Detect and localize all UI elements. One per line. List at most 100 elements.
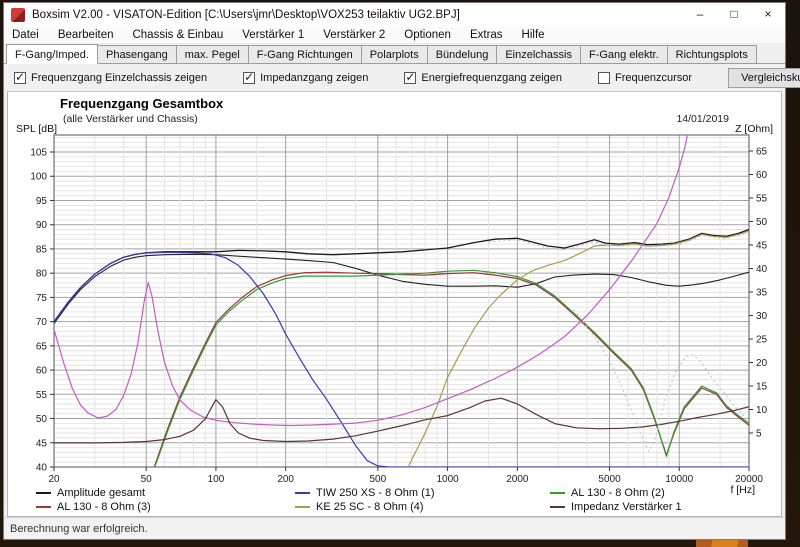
legend-label: KE 25 SC - 8 Ohm (4) xyxy=(316,501,424,513)
menu-item[interactable]: Hilfe xyxy=(521,29,545,41)
checkbox-group: ✓ Frequenzgang Einzelchassis zeigen ✓ Im… xyxy=(14,69,728,84)
app-icon xyxy=(11,8,25,22)
status-bar: Berechnung war erfolgreich. xyxy=(4,517,785,539)
legend-label: AL 130 - 8 Ohm (3) xyxy=(57,501,151,513)
legend-label: TIW 250 XS - 8 Ohm (1) xyxy=(316,487,435,499)
legend-column-2: TIW 250 XS - 8 Ohm (1) KE 25 SC - 8 Ohm (… xyxy=(295,486,435,516)
svg-text:70: 70 xyxy=(36,317,48,328)
svg-text:25: 25 xyxy=(756,335,768,346)
svg-text:45: 45 xyxy=(756,241,768,252)
checkbox-item[interactable]: ✓ Impedanzgang zeigen xyxy=(243,70,369,84)
tab[interactable]: Polarplots xyxy=(360,45,428,63)
title-bar: Boxsim V2.00 - VISATON-Edition [C:\Users… xyxy=(4,3,785,27)
svg-text:1000: 1000 xyxy=(436,474,459,485)
legend-column-3: AL 130 - 8 Ohm (2) Impedanz Verstärker 1 xyxy=(550,486,682,514)
maximize-button[interactable]: □ xyxy=(730,7,738,21)
minimize-button[interactable]: – xyxy=(696,7,704,21)
legend-swatch xyxy=(295,506,310,508)
checkbox-box[interactable]: ✓ xyxy=(14,69,26,84)
svg-text:60: 60 xyxy=(36,366,48,377)
svg-text:15: 15 xyxy=(756,382,768,393)
checkbox-box[interactable]: ✓ xyxy=(404,69,417,84)
menu-item[interactable]: Extras xyxy=(469,29,503,41)
svg-text:75: 75 xyxy=(36,293,48,304)
svg-text:40: 40 xyxy=(36,463,48,474)
svg-text:80: 80 xyxy=(36,269,48,280)
svg-text:40: 40 xyxy=(756,264,768,275)
legend-swatch xyxy=(550,506,565,508)
legend-swatch xyxy=(36,506,51,508)
tab[interactable]: Einzelchassis xyxy=(496,45,581,63)
checkbox-label: Frequenzcursor xyxy=(615,71,693,84)
legend-item: Impedanz Verstärker 1 xyxy=(550,500,682,514)
check-icon: ✓ xyxy=(405,69,416,84)
check-icon: ✓ xyxy=(15,69,26,84)
legend-swatch xyxy=(550,492,565,494)
svg-text:5: 5 xyxy=(756,429,762,440)
menu-item[interactable]: Verstärker 1 xyxy=(242,29,305,41)
right-axis-label: Z [Ohm] xyxy=(735,123,773,135)
checkbox-label: Energiefrequenzgang zeigen xyxy=(421,71,563,84)
checkbox-box[interactable]: ✓ xyxy=(598,71,611,84)
chart-subtitle: (alle Verstärker und Chassis) xyxy=(63,113,198,125)
svg-text:90: 90 xyxy=(36,220,48,231)
checkbox-label: Frequenzgang Einzelchassis zeigen xyxy=(31,71,208,84)
tab[interactable]: F-Gang Richtungen xyxy=(247,45,362,63)
checkbox-item[interactable]: ✓ Frequenzcursor xyxy=(598,71,693,84)
tab[interactable]: Bündelung xyxy=(426,45,498,63)
tab[interactable]: max. Pegel xyxy=(175,45,249,63)
legend-item: AL 130 - 8 Ohm (3) xyxy=(36,500,168,514)
svg-text:65: 65 xyxy=(756,147,768,158)
legend-item: Impedanz Verstärker 2 xyxy=(36,514,168,516)
svg-text:50: 50 xyxy=(756,217,768,228)
legend-swatch xyxy=(295,492,310,494)
chart-title: Frequenzgang Gesamtbox xyxy=(60,96,224,111)
svg-text:95: 95 xyxy=(36,196,48,207)
legend-item: KE 25 SC - 8 Ohm (4) xyxy=(295,500,435,514)
svg-text:20: 20 xyxy=(756,358,768,369)
svg-text:50: 50 xyxy=(36,414,48,425)
app-window: Boxsim V2.00 - VISATON-Edition [C:\Users… xyxy=(3,2,800,540)
menu-item[interactable]: Optionen xyxy=(404,29,451,41)
menu-item[interactable]: Chassis & Einbau xyxy=(132,29,224,41)
legend-label: Impedanz Verstärker 1 xyxy=(571,501,682,513)
menu-bar: Datei Bearbeiten Chassis & Einbau Verstärke… xyxy=(4,27,785,44)
tab[interactable]: F-Gang elektr. xyxy=(579,45,668,63)
frequency-chart-svg: 20 50 100 200 500 1000 2000 5000 10000 20000 40 45 5… xyxy=(30,134,768,485)
legend-label: AL 130 - 8 Ohm (2) xyxy=(571,487,665,499)
legend-label: Energiefrequenzgang xyxy=(316,515,421,516)
x-axis-label: f [Hz] xyxy=(730,484,755,496)
legend-item: Amplitude gesamt xyxy=(36,486,168,500)
menu-item[interactable]: Datei xyxy=(12,29,39,41)
svg-text:10: 10 xyxy=(756,405,768,416)
menu-item[interactable]: Bearbeiten xyxy=(57,29,114,41)
window-controls: – □ × xyxy=(683,3,785,27)
checkbox-item[interactable]: ✓ Frequenzgang Einzelchassis zeigen xyxy=(14,69,208,84)
close-button[interactable]: × xyxy=(764,7,772,21)
svg-text:500: 500 xyxy=(370,474,387,485)
compare-curves-button[interactable]: Vergleichskurven einblenden xyxy=(728,67,800,88)
tab[interactable]: F-Gang/Imped. xyxy=(6,44,98,64)
left-axis-label: SPL [dB] xyxy=(16,123,58,135)
toolbar: ✓ Frequenzgang Einzelchassis zeigen ✓ Im… xyxy=(4,64,800,91)
checkbox-item[interactable]: ✓ Energiefrequenzgang zeigen xyxy=(404,69,563,84)
svg-text:200: 200 xyxy=(277,474,294,485)
status-text: Berechnung war erfolgreich. xyxy=(10,522,148,535)
svg-text:30: 30 xyxy=(756,311,768,322)
chart-panel: 20 50 100 200 500 1000 2000 5000 10000 20000 40 45 5… xyxy=(7,91,782,517)
svg-text:45: 45 xyxy=(36,438,48,449)
checkbox-box[interactable]: ✓ xyxy=(243,70,256,84)
svg-text:85: 85 xyxy=(36,244,48,255)
legend-item: AL 130 - 8 Ohm (2) xyxy=(550,486,682,500)
legend-column-1: Amplitude gesamt AL 130 - 8 Ohm (3) Impeda… xyxy=(36,486,168,516)
tab[interactable]: Richtungsplots xyxy=(666,45,757,63)
svg-text:50: 50 xyxy=(141,474,153,485)
tab[interactable]: Phasengang xyxy=(96,45,177,63)
svg-text:2000: 2000 xyxy=(506,474,529,485)
svg-text:55: 55 xyxy=(756,194,768,205)
window-title: Boxsim V2.00 - VISATON-Edition [C:\Users… xyxy=(32,9,460,21)
checkbox-label: Impedanzgang zeigen xyxy=(260,71,369,84)
legend-label: Impedanz Verstärker 2 xyxy=(57,515,168,516)
legend-item: TIW 250 XS - 8 Ohm (1) xyxy=(295,486,435,500)
menu-item[interactable]: Verstärker 2 xyxy=(323,29,386,41)
